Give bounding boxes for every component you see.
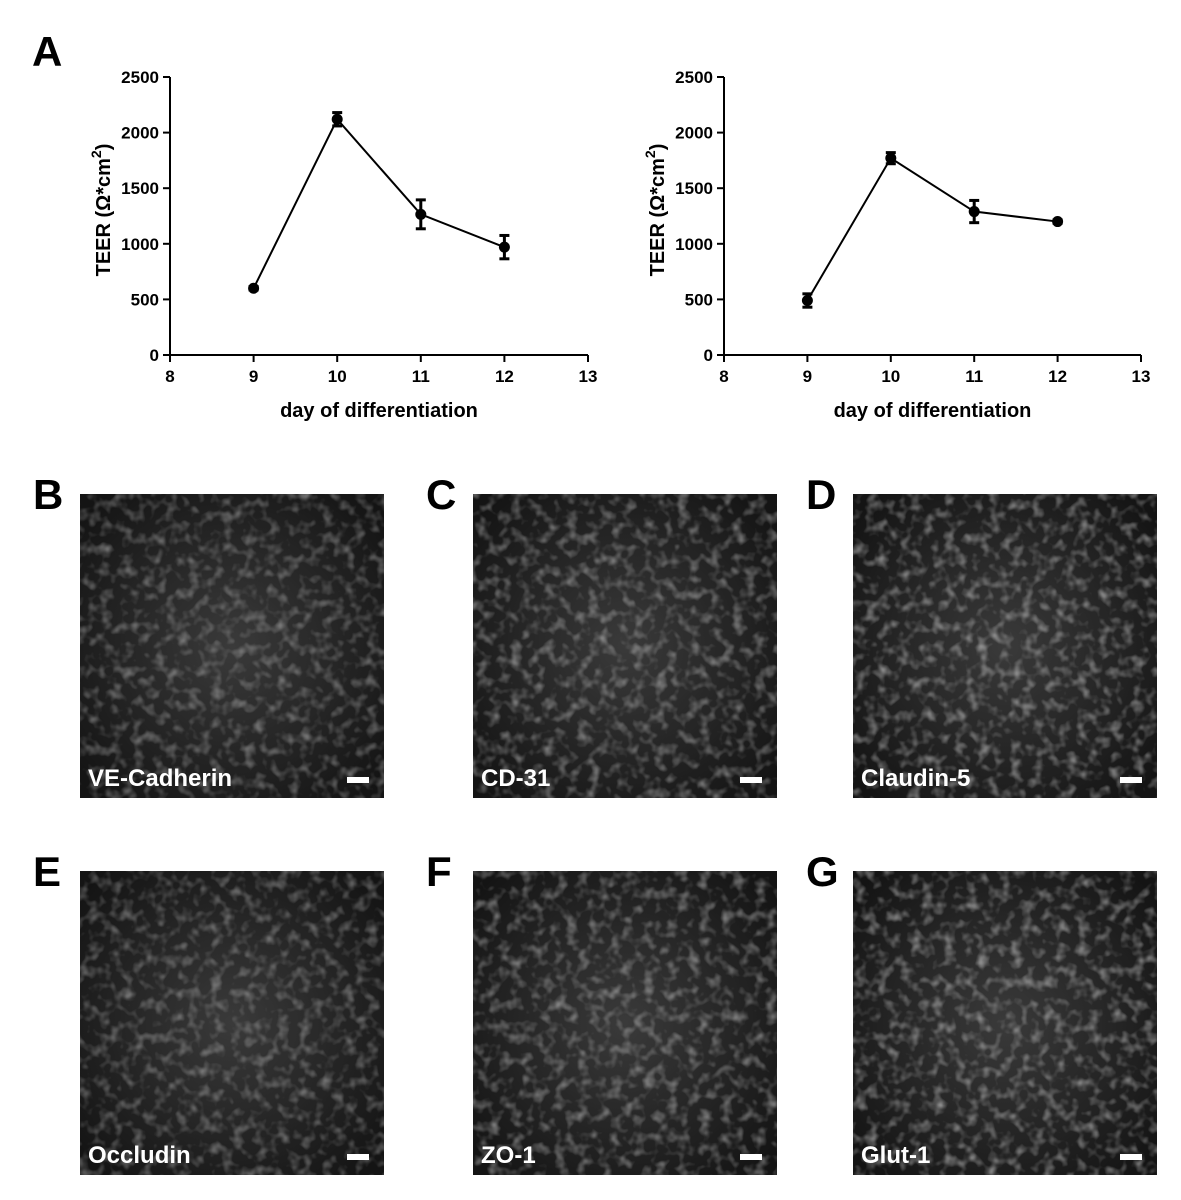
image-label: Glut-1	[861, 1142, 930, 1169]
y-tick-label: 1000	[121, 235, 159, 254]
x-tick-label: 10	[881, 367, 900, 386]
panel-letter: B	[33, 471, 63, 518]
point	[1052, 216, 1064, 228]
scale-bar	[740, 777, 762, 783]
point	[248, 282, 260, 294]
micrograph-texture	[853, 871, 1157, 1175]
micrograph-texture	[473, 871, 777, 1175]
x-tick-label: 11	[965, 367, 983, 386]
scale-bar	[1120, 777, 1142, 783]
y-tick-label: 0	[704, 346, 713, 365]
x-axis-label: day of differentiation	[834, 400, 1032, 422]
x-tick-label: 8	[165, 367, 174, 386]
line	[806, 156, 1058, 302]
micrograph-texture	[853, 494, 1157, 798]
y-label-sup: 2	[88, 150, 104, 158]
y-label-sup: 2	[642, 150, 658, 158]
x-tick-label: 13	[1132, 367, 1151, 386]
y-tick-label: 2000	[675, 124, 713, 143]
panel-letter: C	[426, 471, 456, 518]
y-tick-label: 1500	[121, 179, 159, 198]
x-tick-label: 12	[1048, 367, 1067, 386]
image-label: Claudin-5	[861, 765, 970, 792]
panel-letter: G	[806, 848, 839, 895]
y-tick-label: 1000	[675, 235, 713, 254]
point	[331, 113, 343, 125]
y-axis-label: TEER (Ω*cm2)	[88, 144, 115, 277]
point	[885, 152, 897, 164]
point	[801, 295, 813, 307]
panel-letter: E	[33, 848, 61, 895]
panel-letter: F	[426, 848, 452, 895]
y-axis-label: TEER (Ω*cm2)	[642, 144, 669, 277]
x-axis-label: day of differentiation	[280, 400, 478, 422]
y-label-part: )	[93, 144, 115, 151]
y-tick-label: 2500	[675, 68, 713, 87]
scale-bar	[347, 777, 369, 783]
x-tick-label: 10	[328, 367, 347, 386]
scale-bar	[347, 1154, 369, 1160]
y-tick-label: 2000	[121, 124, 159, 143]
y-label-part: )	[647, 144, 669, 151]
y-tick-label: 500	[685, 290, 713, 309]
panel-letter: A	[32, 28, 62, 75]
y-tick-label: 1500	[675, 179, 713, 198]
x-tick-label: 12	[495, 367, 514, 386]
scale-bar	[1120, 1154, 1142, 1160]
point	[498, 241, 510, 253]
line	[252, 117, 505, 289]
scale-bar	[740, 1154, 762, 1160]
micrograph-texture	[473, 494, 777, 798]
x-tick-label: 11	[412, 367, 430, 386]
y-label-part: TEER (Ω*cm	[93, 158, 115, 276]
panel-letter: D	[806, 471, 836, 518]
y-tick-label: 500	[131, 290, 159, 309]
x-tick-label: 9	[803, 367, 812, 386]
micrograph-texture	[80, 494, 384, 798]
y-tick-label: 0	[150, 346, 159, 365]
x-tick-label: 8	[719, 367, 728, 386]
y-label-part: TEER (Ω*cm	[647, 158, 669, 276]
image-label: VE-Cadherin	[88, 765, 232, 792]
point	[415, 208, 427, 220]
image-label: Occludin	[88, 1142, 191, 1169]
x-tick-label: 13	[579, 367, 598, 386]
image-label: CD-31	[481, 765, 550, 792]
y-tick-label: 2500	[121, 68, 159, 87]
x-tick-label: 9	[249, 367, 258, 386]
image-label: ZO-1	[481, 1142, 536, 1169]
point	[968, 206, 980, 218]
micrograph-texture	[80, 871, 384, 1175]
